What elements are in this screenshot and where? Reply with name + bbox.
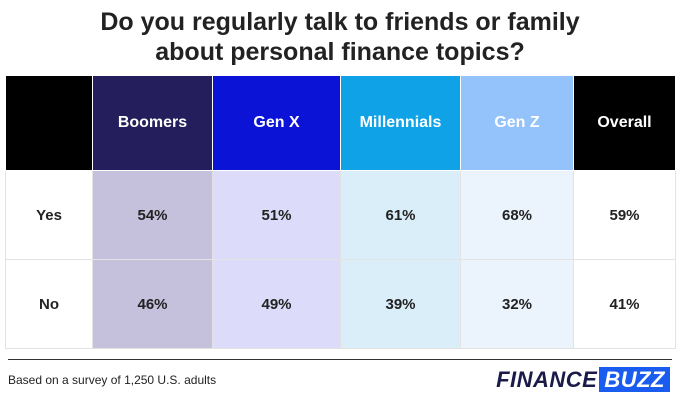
title-line: Do you regularly talk to friends or fami… xyxy=(100,8,580,36)
table-cell: 59% xyxy=(573,170,676,260)
header-row: Boomers Gen X Millennials Gen Z Overall xyxy=(5,75,676,171)
column-header: Millennials xyxy=(340,75,461,171)
table-cell: 46% xyxy=(92,259,213,349)
column-header: Boomers xyxy=(92,75,213,171)
table-cell: 32% xyxy=(460,259,574,349)
logo-text: BUZZ xyxy=(599,367,670,392)
table: Boomers Gen X Millennials Gen Z Overall Yes 54… xyxy=(5,75,676,349)
table-cell: 54% xyxy=(92,170,213,260)
logo-text: FINANCE xyxy=(496,367,598,392)
table-cell: 51% xyxy=(212,170,341,260)
title-line: about personal finance topics? xyxy=(155,38,525,66)
column-header: Gen X xyxy=(212,75,341,171)
row-label: No xyxy=(5,259,93,349)
column-header: Overall xyxy=(573,75,676,171)
row-label: Yes xyxy=(5,170,93,260)
footer-note: Based on a survey of 1,250 U.S. adults xyxy=(8,373,217,387)
table-cell: 39% xyxy=(340,259,461,349)
column-header: Gen Z xyxy=(460,75,574,171)
logo: FINANCE BUZZ xyxy=(496,367,670,393)
table-cell: 68% xyxy=(460,170,574,260)
table-row: Yes 54% 51% 61% 68% 59% xyxy=(5,170,676,260)
table-cell: 61% xyxy=(340,170,461,260)
table-row: No 46% 49% 39% 32% 41% xyxy=(5,259,676,349)
table-cell: 49% xyxy=(212,259,341,349)
table-cell: 41% xyxy=(573,259,676,349)
corner-cell xyxy=(5,75,93,171)
footer-rule xyxy=(8,359,672,360)
